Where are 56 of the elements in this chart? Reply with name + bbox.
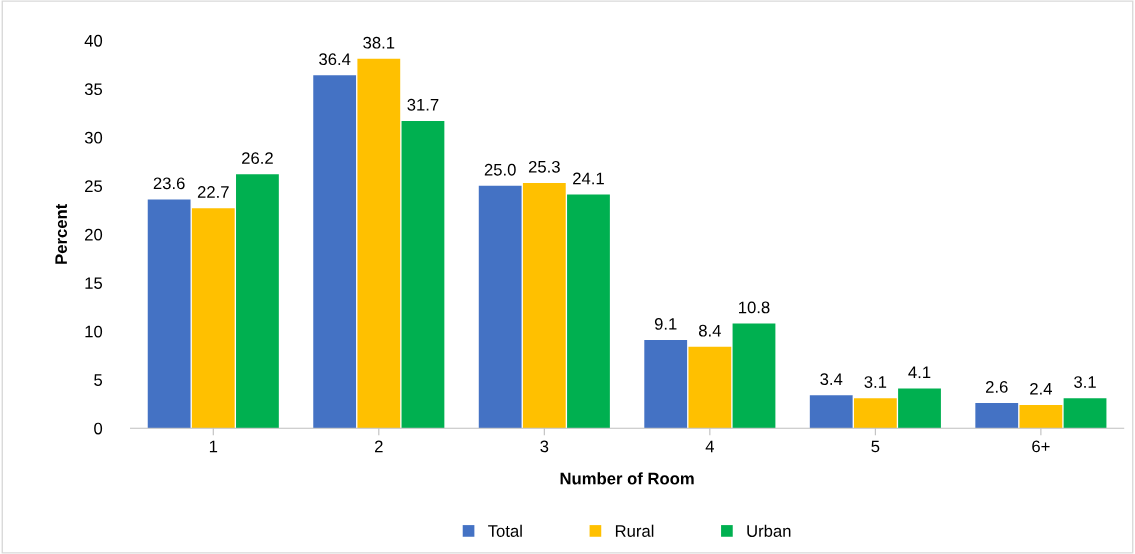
legend-label: Urban <box>747 524 791 537</box>
y-tick-label: 0 <box>94 422 103 435</box>
x-tick-label: 5 <box>871 440 880 453</box>
y-axis-title: Percent <box>55 203 68 264</box>
y-tick-label: 25 <box>85 180 103 193</box>
bar <box>147 199 191 429</box>
y-tick-label: 40 <box>84 34 103 47</box>
bar <box>644 340 688 429</box>
x-tick-label: 2 <box>375 440 383 453</box>
bar <box>688 346 732 429</box>
data-label: 25.0 <box>484 163 516 176</box>
bar <box>522 182 566 429</box>
data-label: 22.7 <box>197 186 229 198</box>
x-tick-label: 1 <box>209 440 218 453</box>
legend-label: Rural <box>615 524 654 537</box>
data-label: 23.6 <box>153 177 185 190</box>
x-tick-label: 4 <box>705 440 714 453</box>
bar <box>975 403 1019 429</box>
data-label: 25.3 <box>528 160 560 173</box>
bar <box>1019 404 1063 429</box>
y-tick-label: 35 <box>84 83 103 96</box>
bar <box>732 323 776 429</box>
y-tick-label: 10 <box>85 325 103 338</box>
data-label: 3.1 <box>1074 376 1096 388</box>
x-tick-label: 6+ <box>1032 440 1050 453</box>
data-label: 10.8 <box>739 301 770 314</box>
data-label: 31.7 <box>407 98 439 111</box>
bar <box>853 398 897 429</box>
y-tick-label: 5 <box>94 374 103 386</box>
data-label: 9.1 <box>654 317 677 330</box>
data-label: 8.4 <box>698 324 721 337</box>
data-label: 2.6 <box>986 380 1008 393</box>
data-label: 26.2 <box>242 152 273 164</box>
bar <box>478 185 522 429</box>
data-label: 3.4 <box>820 373 843 386</box>
bar <box>567 194 610 429</box>
bar <box>357 58 401 429</box>
data-label: 4.1 <box>908 366 931 379</box>
x-tick-label: 3 <box>540 440 549 453</box>
bar <box>236 174 279 429</box>
legend-label: Total <box>488 524 522 537</box>
bar <box>1063 398 1107 429</box>
data-label: 24.1 <box>573 172 604 185</box>
y-tick-label: 15 <box>85 277 103 290</box>
bar <box>313 75 357 429</box>
bar <box>898 388 941 429</box>
bar <box>809 395 853 429</box>
y-tick-label: 30 <box>84 131 103 144</box>
data-label: 2.4 <box>1030 382 1052 395</box>
bar <box>191 208 235 429</box>
x-axis-title: Number of Room <box>560 472 694 485</box>
data-label: 36.4 <box>319 53 351 66</box>
data-label: 3.1 <box>864 376 887 388</box>
data-label: 38.1 <box>363 36 395 49</box>
bar <box>401 120 445 429</box>
y-tick-label: 20 <box>85 228 103 241</box>
